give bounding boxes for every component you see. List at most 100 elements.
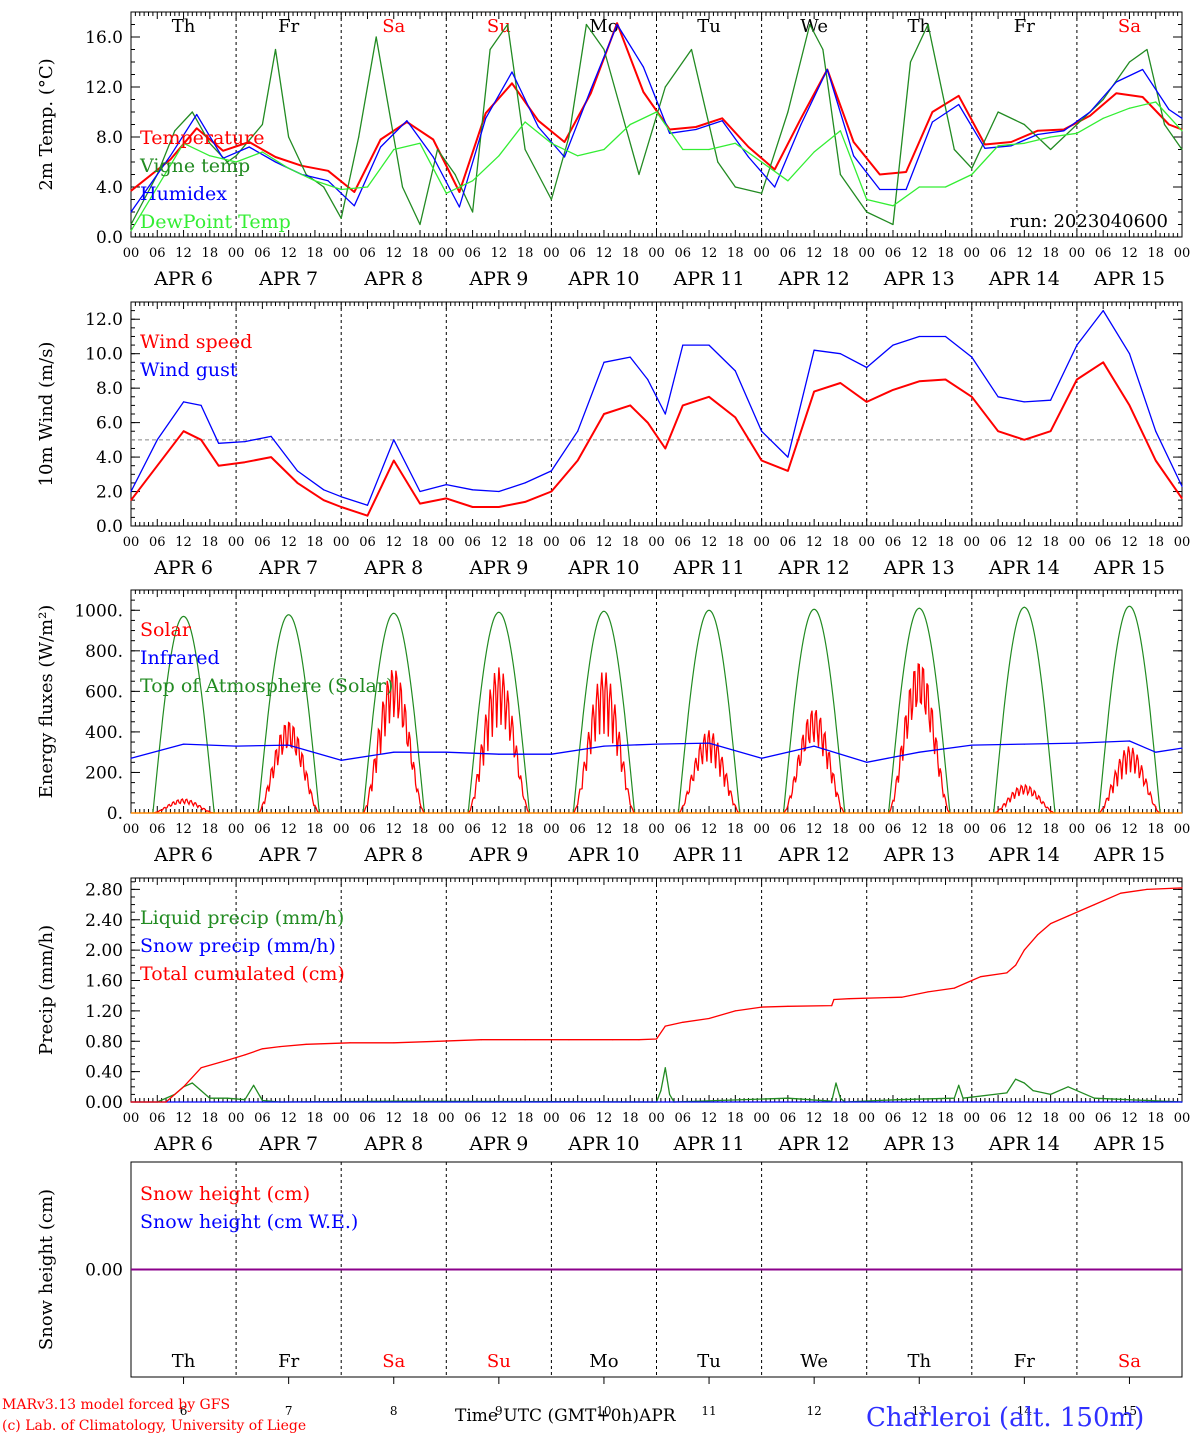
hour-label: 00 xyxy=(648,246,665,261)
temperature-line-point xyxy=(537,120,539,122)
hour-label: 06 xyxy=(1095,246,1112,261)
hour-label: 06 xyxy=(464,535,481,550)
wind-gust-line-point xyxy=(577,430,579,432)
hour-label: 18 xyxy=(622,246,639,261)
wind-gust-line-point xyxy=(270,435,272,437)
wind-gust-line-point xyxy=(1181,485,1183,487)
temperature-line-point xyxy=(563,141,566,143)
date-label: APR 7 xyxy=(258,268,318,290)
hour-label: 06 xyxy=(149,246,166,261)
day-name: Fr xyxy=(1014,1351,1035,1372)
date-label: 11 xyxy=(701,1404,716,1418)
liquid-precip-line-point xyxy=(664,1067,666,1069)
wind-speed-line-point xyxy=(1076,378,1078,381)
humidex-line-point xyxy=(1115,81,1117,83)
dewpoint-temp-line-point xyxy=(340,188,342,191)
toa-solar-arc xyxy=(677,609,741,814)
hour-label: 06 xyxy=(359,535,376,550)
wind-gust-line-point xyxy=(1102,310,1104,312)
infrared-flux-line-point xyxy=(1155,751,1157,753)
vigne-temp-line-point xyxy=(472,211,474,213)
humidex-line-point xyxy=(248,146,250,148)
wind-gust-line-point xyxy=(682,344,684,346)
total-cumulated-line-point xyxy=(1181,887,1183,889)
wind-gust-line-point xyxy=(156,439,158,441)
y-tick-label: 8.0 xyxy=(96,379,123,399)
wind-speed-line-point xyxy=(445,497,447,499)
legend-dewpoint-temp: DewPoint Temp xyxy=(140,211,291,233)
hour-label: 00 xyxy=(333,246,350,261)
hour-label: 06 xyxy=(569,246,586,261)
infrared-flux-line-point xyxy=(655,743,658,745)
hour-label: 12 xyxy=(701,1111,718,1126)
date-label: APR 9 xyxy=(468,1133,528,1155)
hour-label: 00 xyxy=(333,1111,350,1126)
infrared-flux-line-point xyxy=(288,744,290,746)
vigne-temp-line-point xyxy=(761,192,763,194)
vigne-temp-line-point xyxy=(638,173,640,176)
y-tick-label: 8.0 xyxy=(96,128,123,148)
total-cumulated-line-point xyxy=(953,987,955,989)
humidex-line-point xyxy=(274,161,277,163)
dewpoint-temp-line-point xyxy=(1102,117,1104,119)
y-tick-label: 6.0 xyxy=(96,414,123,434)
hour-label: 18 xyxy=(832,822,849,837)
hour-label: 12 xyxy=(1016,822,1033,837)
hour-label: 18 xyxy=(727,535,744,550)
hour-label: 06 xyxy=(464,1111,481,1126)
vigne-temp-line-point xyxy=(664,86,666,88)
date-label: 9 xyxy=(495,1404,503,1418)
liquid-precip-line-point xyxy=(1032,1090,1034,1092)
hour-label: 00 xyxy=(964,535,981,550)
y-tick-label: 4.0 xyxy=(96,448,123,468)
wind-speed-line-point xyxy=(997,430,999,432)
hour-label: 12 xyxy=(596,535,613,550)
temperature-line-point xyxy=(642,91,645,93)
vigne-temp-line-point xyxy=(1181,148,1183,151)
temperature-line-point xyxy=(130,190,132,192)
hour-label: 00 xyxy=(1069,246,1086,261)
legend-temperature: Temperature xyxy=(140,127,264,149)
date-label: APR 14 xyxy=(988,557,1060,579)
hour-label: 00 xyxy=(753,822,770,837)
humidex-line-point xyxy=(747,156,750,158)
dewpoint-temp-line-point xyxy=(1181,130,1183,132)
snow-precip-line-point xyxy=(1181,1101,1183,1103)
vigne-temp-line-point xyxy=(866,211,868,213)
hour-label: 06 xyxy=(885,246,902,261)
hour-label: 12 xyxy=(911,246,928,261)
vigne-temp-line-point xyxy=(174,130,176,132)
day-name: Sa xyxy=(1118,1351,1141,1372)
temperature-line-point xyxy=(511,82,513,84)
infrared-flux-line-point xyxy=(1128,740,1131,742)
humidex-line-point xyxy=(931,121,934,123)
liquid-precip-line-point xyxy=(787,1097,789,1099)
vigne-temp-line-point xyxy=(997,111,999,113)
y-tick-label: 12.0 xyxy=(85,310,123,330)
humidex-line-point xyxy=(905,188,907,191)
wind-speed-line-point xyxy=(1181,497,1183,499)
liquid-precip-line-point xyxy=(253,1084,255,1086)
y-axis-label: Precip (mm/h) xyxy=(36,925,57,1055)
wind-gust-line-point xyxy=(472,489,474,491)
hour-label: 00 xyxy=(438,535,455,550)
hour-label: 00 xyxy=(123,246,140,261)
day-name: Th xyxy=(907,16,931,37)
hour-label: 12 xyxy=(1121,822,1138,837)
dewpoint-temp-line-point xyxy=(1023,142,1025,144)
infrared-flux-line-point xyxy=(866,761,868,763)
panel-2: 00 06 12 18 00 06 12 18 00 06 12 18 00 06 12 18 00 06 12 18… xyxy=(36,301,1190,579)
y-axis-label: Snow height (cm) xyxy=(36,1189,57,1350)
hour-label: 18 xyxy=(202,1111,219,1126)
temperature-line-point xyxy=(458,191,460,193)
humidex-line-point xyxy=(958,103,960,106)
infrared-flux-line-point xyxy=(1023,743,1025,745)
humidex-line-point xyxy=(853,155,855,157)
vigne-temp-line-point xyxy=(822,48,824,51)
hour-label: 06 xyxy=(254,1111,271,1126)
hour-label: 00 xyxy=(964,1111,981,1126)
hour-label: 00 xyxy=(543,1111,560,1126)
dewpoint-temp-line-point xyxy=(839,130,842,132)
humidex-line-point xyxy=(1168,108,1170,111)
infrared-flux-line-point xyxy=(918,751,920,753)
